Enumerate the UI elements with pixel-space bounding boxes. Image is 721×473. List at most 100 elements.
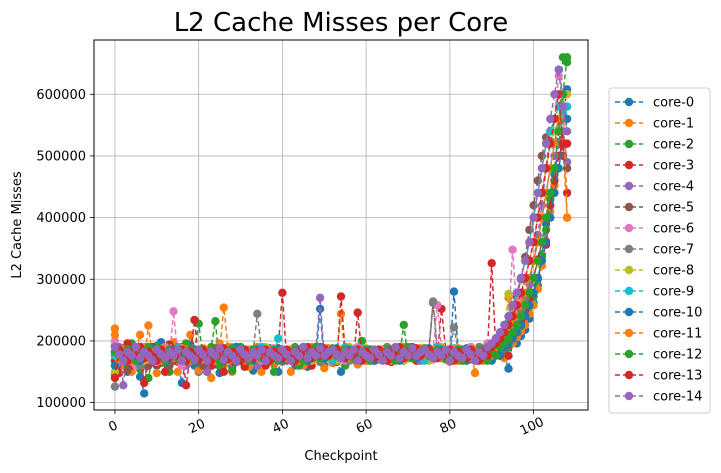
data-point [311, 351, 321, 360]
legend-item: core-13 [615, 369, 702, 384]
data-point [169, 307, 178, 316]
data-point [315, 344, 325, 353]
data-point [533, 256, 542, 265]
legend-label: core-13 [653, 369, 702, 384]
data-point [135, 330, 145, 339]
chart-title: L2 Cache Misses per Core [174, 8, 509, 38]
data-point [336, 292, 346, 301]
data-point [500, 320, 509, 330]
legend-marker [624, 370, 634, 380]
y-tick-label: 600000 [36, 88, 86, 103]
data-point [403, 351, 413, 360]
x-tick-label: 60 [354, 417, 375, 438]
legend-label: core-4 [653, 180, 694, 195]
legend-label: core-3 [653, 159, 694, 174]
x-tick-label: 80 [438, 417, 459, 438]
legend-marker [624, 265, 634, 275]
legend-marker [624, 118, 634, 128]
data-point [110, 330, 120, 339]
data-point [152, 368, 161, 378]
data-point [479, 351, 488, 360]
data-point [554, 65, 563, 74]
data-point [345, 351, 354, 360]
data-point [315, 304, 325, 314]
data-point [428, 354, 438, 363]
data-point [207, 373, 216, 383]
data-point [161, 367, 170, 376]
legend-marker [624, 223, 634, 233]
data-point [110, 324, 120, 333]
data-point [374, 350, 383, 359]
legend-box [608, 87, 711, 414]
data-point [546, 127, 555, 136]
legend-item: core-4 [615, 180, 694, 195]
data-point [110, 367, 120, 376]
plot-frame [93, 39, 589, 411]
data-point [533, 188, 542, 198]
data-point [562, 164, 572, 173]
legend-marker [624, 307, 634, 317]
data-point [554, 127, 563, 136]
data-point [211, 351, 220, 360]
y-tick-label: 300000 [36, 273, 86, 288]
legend-label: core-8 [653, 264, 694, 279]
y-axis-label: L2 Cache Misses [10, 171, 25, 279]
legend-item: core-5 [615, 201, 694, 216]
legend-item: core-14 [615, 390, 702, 405]
data-point [253, 309, 262, 318]
data-point [148, 356, 157, 365]
data-point [353, 308, 362, 317]
data-point [173, 367, 182, 376]
data-point [357, 336, 367, 346]
data-point [257, 345, 266, 354]
data-point [253, 351, 262, 360]
legend-label: core-1 [653, 117, 694, 132]
x-tick-label: 40 [270, 417, 291, 438]
legend-label: core-5 [653, 201, 694, 216]
data-point [541, 213, 551, 222]
data-point [123, 339, 132, 348]
data-point [244, 354, 254, 363]
data-point [366, 354, 375, 363]
legend-item: core-2 [615, 138, 694, 153]
data-point [336, 367, 346, 376]
data-point [353, 356, 362, 365]
data-point [219, 367, 228, 376]
data-point [562, 139, 572, 148]
data-point [512, 320, 521, 330]
data-point [504, 289, 513, 299]
data-point [470, 356, 480, 365]
data-point [219, 355, 228, 364]
series-core-14 [110, 65, 572, 365]
legend-marker [624, 97, 634, 107]
legend-item: core-9 [615, 285, 694, 300]
data-point [119, 356, 128, 365]
data-point [349, 345, 358, 354]
data-point [558, 151, 568, 161]
data-point [219, 303, 228, 312]
x-axis-label: Checkpoint [304, 449, 377, 464]
data-point [274, 354, 283, 363]
legend-marker [624, 139, 634, 149]
data-point [110, 373, 120, 383]
data-point [521, 301, 530, 310]
data-point [190, 315, 199, 325]
data-point [378, 356, 388, 365]
data-point [449, 323, 459, 332]
legend-label: core-11 [653, 327, 702, 342]
data-point [123, 366, 132, 375]
data-point [558, 102, 568, 111]
data-point [508, 328, 517, 337]
data-point [215, 344, 224, 353]
data-point [127, 351, 136, 360]
data-point [491, 351, 501, 360]
legend-item: core-1 [615, 117, 694, 132]
data-point [286, 367, 295, 376]
data-point [169, 351, 178, 360]
data-point [437, 351, 446, 360]
data-point [512, 288, 521, 297]
data-point [470, 368, 480, 378]
data-point [320, 363, 329, 373]
legend-item: core-3 [615, 159, 694, 174]
